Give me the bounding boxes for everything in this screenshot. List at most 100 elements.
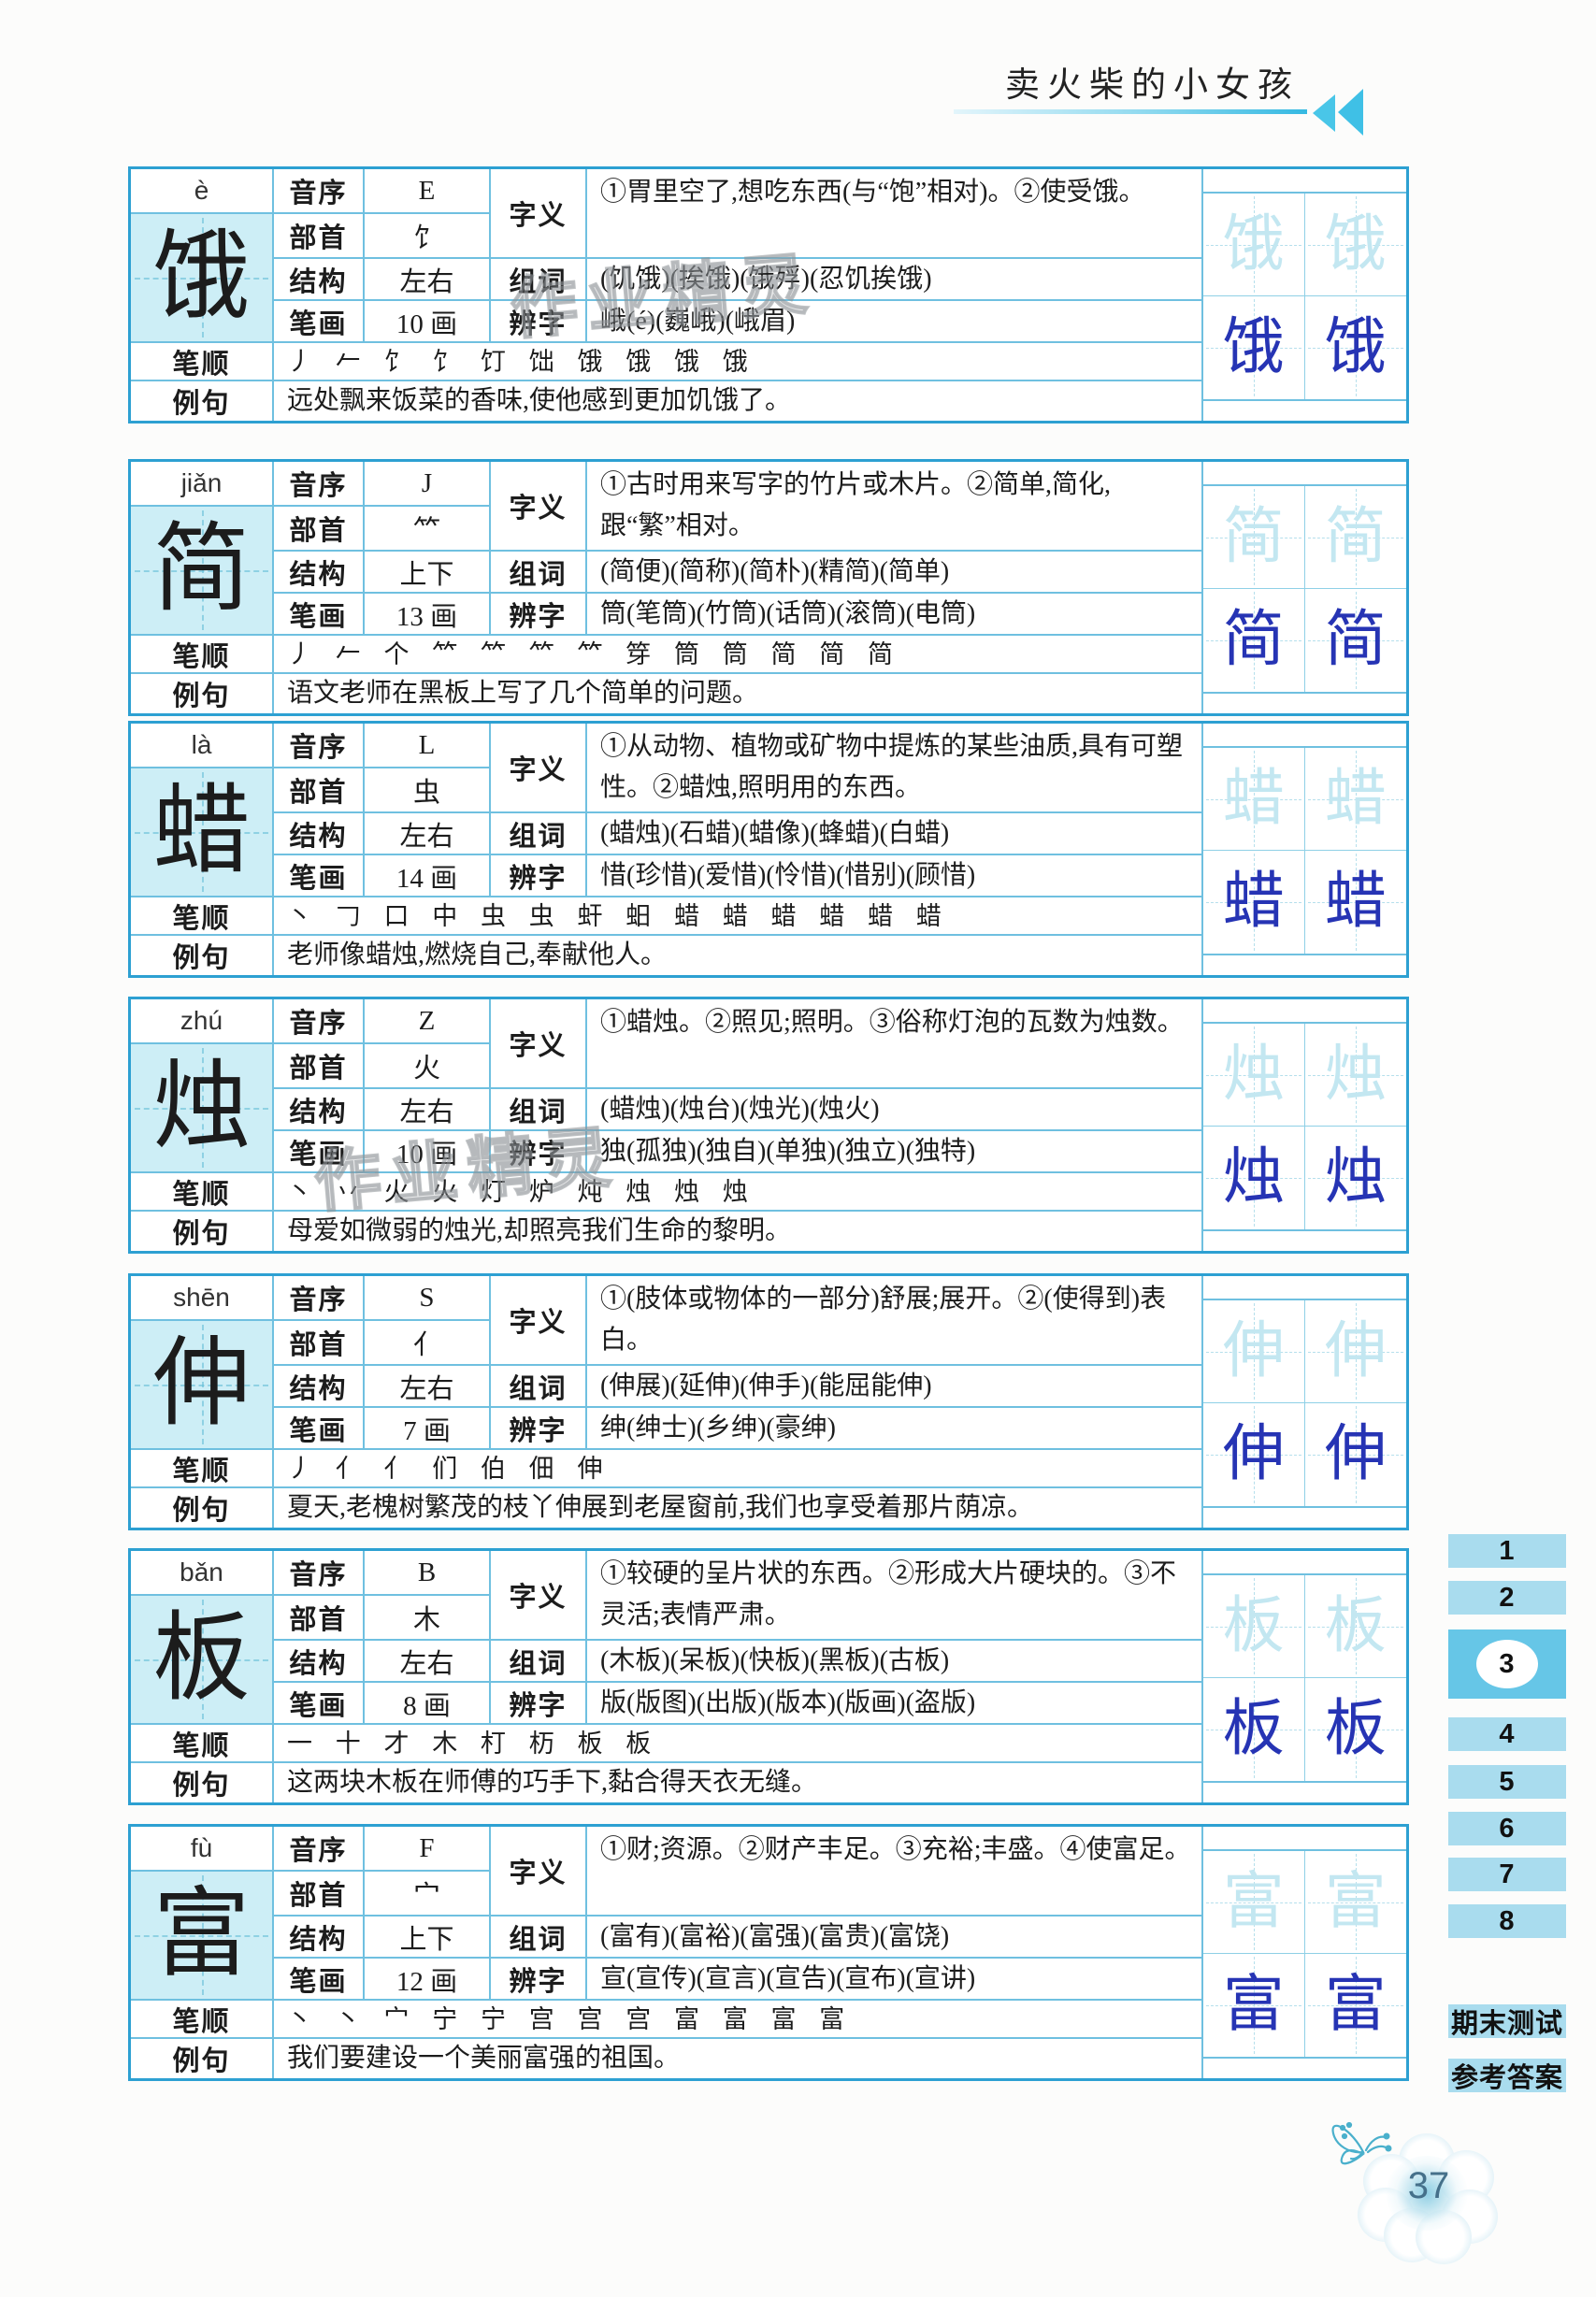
character-entry-table: è 饿 音序 E 部首 饣 字义 ①胃里空了,想吃东西(与“饱”相对)。②使受饿… <box>128 166 1409 424</box>
label-yinxu: 音序 <box>274 1276 363 1319</box>
label-ziyi: 字义 <box>491 999 585 1087</box>
sidebar-tab: 2 <box>1448 1581 1566 1615</box>
practice-top-band <box>1203 999 1406 1022</box>
model-character-cell: 简 <box>1203 589 1305 692</box>
label-bihua: 笔画 <box>274 1959 363 1999</box>
label-bihua: 笔画 <box>274 301 363 341</box>
practice-top-band <box>1203 1827 1406 1849</box>
trace-character-cell: 伸 <box>1203 1300 1305 1403</box>
trace-character-cell: 饿 <box>1203 194 1305 296</box>
practice-top-band <box>1203 1551 1406 1573</box>
label-zuci: 组词 <box>491 1641 585 1681</box>
trace-character-cell: 饿 <box>1304 194 1406 296</box>
trace-character-cell: 蜡 <box>1304 748 1406 851</box>
practice-cells: 蜡 蜡 蜡 蜡 <box>1203 746 1406 955</box>
model-character-cell: 富 <box>1305 1954 1407 2057</box>
jiegou-value: 左右 <box>365 1089 489 1129</box>
main-character: 简 <box>152 516 251 624</box>
bihua-value: 10 画 <box>365 1131 489 1171</box>
liju-sentence: 母爱如微弱的烛光,却照亮我们生命的黎明。 <box>274 1212 1201 1251</box>
main-character-cell: 烛 <box>131 1044 272 1171</box>
bianzi-text: 惜(珍惜)(爱惜)(怜惜)(惜别)(顾惜) <box>587 855 1201 896</box>
bishun-strokes: 丶 丶 宀 宁 宁 宫 宫 宫 富 富 富 富 <box>274 2001 1201 2037</box>
ziyi-text: ①(肢体或物体的一部分)舒展;展开。②(使得到)表白。 <box>587 1276 1201 1364</box>
bianzi-text: 宣(宣传)(宣言)(宣告)(宣布)(宣讲) <box>587 1959 1201 1999</box>
jiegou-value: 左右 <box>365 259 489 299</box>
practice-bottom-band <box>1203 955 1406 975</box>
main-character-cell: 富 <box>131 1872 272 1999</box>
character-entry-table: bǎn 板 音序 B 部首 木 字义 ①较硬的呈片状的东西。②形成大片硬块的。③… <box>128 1548 1409 1805</box>
bishun-strokes: 丿 𠂉 个 𥫗 𥫗 𥫗 𥫗 笌 筒 筒 简 简 简 <box>274 636 1201 672</box>
page-number: 37 <box>1407 2165 1450 2206</box>
label-bishun: 笔顺 <box>131 1450 272 1486</box>
bihua-value: 14 画 <box>365 855 489 896</box>
label-bihua: 笔画 <box>274 1131 363 1171</box>
flower-center <box>1386 2156 1468 2231</box>
jiegou-value: 左右 <box>365 1641 489 1681</box>
label-yinxu: 音序 <box>274 724 363 767</box>
writing-practice-grid: 伸 伸 伸 伸 <box>1203 1276 1406 1528</box>
bianzi-text: 独(孤独)(独自)(单独)(独立)(独特) <box>587 1131 1201 1171</box>
label-bishun: 笔顺 <box>131 1173 272 1210</box>
bihua-value: 7 画 <box>365 1408 489 1448</box>
label-bihua: 笔画 <box>274 855 363 896</box>
label-yinxu: 音序 <box>274 169 363 212</box>
yinxu-value: E <box>365 169 489 212</box>
zuci-text: (蜡烛)(石蜡)(蜡像)(蜂蜡)(白蜡) <box>587 813 1201 854</box>
label-liju: 例句 <box>131 936 272 975</box>
practice-bottom-band <box>1203 1783 1406 1802</box>
bishun-strokes: 一 十 才 木 朾 杤 板 板 <box>274 1725 1201 1761</box>
trace-character-cell: 烛 <box>1304 1024 1406 1127</box>
model-character-cell: 简 <box>1305 589 1407 692</box>
pinyin: zhú <box>131 999 272 1042</box>
yinxu-value: S <box>365 1276 489 1319</box>
pinyin: fù <box>131 1827 272 1870</box>
liju-sentence: 远处飘来饭菜的香味,使他感到更加饥饿了。 <box>274 381 1201 421</box>
pinyin: bǎn <box>131 1551 272 1594</box>
practice-bottom-band <box>1203 1231 1406 1251</box>
writing-practice-grid: 板 板 板 板 <box>1203 1551 1406 1802</box>
label-liju: 例句 <box>131 1763 272 1802</box>
bianzi-text: 版(版图)(出版)(版本)(版画)(盗版) <box>587 1683 1201 1723</box>
main-character: 板 <box>152 1605 251 1713</box>
label-liju: 例句 <box>131 2039 272 2078</box>
practice-cells: 简 简 简 简 <box>1203 484 1406 694</box>
trace-character-cell: 富 <box>1304 1851 1406 1954</box>
practice-top-band <box>1203 462 1406 484</box>
pinyin: shēn <box>131 1276 272 1319</box>
label-jiegou: 结构 <box>274 813 363 854</box>
zuci-text: (蜡烛)(烛台)(烛光)(烛火) <box>587 1089 1201 1129</box>
label-ziyi: 字义 <box>491 462 585 550</box>
trace-character-cell: 简 <box>1304 486 1406 589</box>
trace-character-cell: 伸 <box>1304 1300 1406 1403</box>
model-character-cell: 饿 <box>1305 296 1407 399</box>
label-liju: 例句 <box>131 381 272 421</box>
ziyi-text: ①从动物、植物或矿物中提炼的某些油质,具有可塑性。②蜡烛,照明用的东西。 <box>587 724 1201 811</box>
label-bihua: 笔画 <box>274 1408 363 1448</box>
yinxu-value: L <box>365 724 489 767</box>
label-bianzi: 辨字 <box>491 855 585 896</box>
zuci-text: (饥饿)(挨饿)(饿殍)(忍饥挨饿) <box>587 259 1201 299</box>
sidebar-tab: 期末测试 <box>1448 2004 1566 2039</box>
character-entry-table: là 蜡 音序 L 部首 虫 字义 ①从动物、植物或矿物中提炼的某些油质,具有可… <box>128 721 1409 978</box>
main-character: 烛 <box>152 1054 251 1161</box>
trace-character-cell: 蜡 <box>1203 748 1305 851</box>
label-jiegou: 结构 <box>274 1641 363 1681</box>
sidebar-tab: 4 <box>1448 1717 1566 1751</box>
label-yinxu: 音序 <box>274 1551 363 1594</box>
bihua-value: 12 画 <box>365 1959 489 1999</box>
label-bushou: 部首 <box>274 507 363 550</box>
practice-top-band <box>1203 724 1406 746</box>
trace-character-cell: 板 <box>1203 1575 1305 1678</box>
practice-top-band <box>1203 169 1406 192</box>
label-zuci: 组词 <box>491 552 585 592</box>
jiegou-value: 上下 <box>365 1917 489 1957</box>
liju-sentence: 老师像蜡烛,燃烧自己,奉献他人。 <box>274 936 1201 975</box>
label-ziyi: 字义 <box>491 1276 585 1364</box>
main-character-cell: 蜡 <box>131 768 272 896</box>
practice-bottom-band <box>1203 1508 1406 1528</box>
sidebar-tab: 7 <box>1448 1858 1566 1891</box>
label-jiegou: 结构 <box>274 552 363 592</box>
main-character-cell: 简 <box>131 507 272 634</box>
ziyi-text: ①胃里空了,想吃东西(与“饱”相对)。②使受饿。 <box>587 169 1201 257</box>
